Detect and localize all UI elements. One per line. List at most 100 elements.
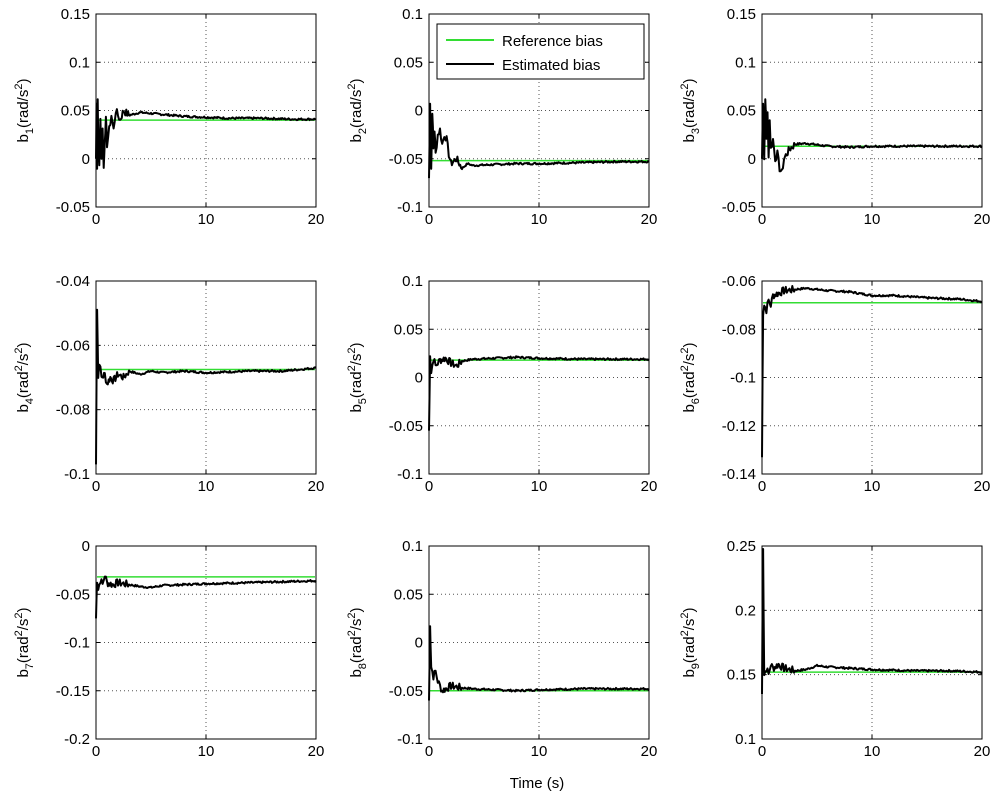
subplot-b7: 0 10 20 -0.2 -0.15 -0.1 -0.05 0 b7(rad2/s2): [13, 538, 324, 760]
y-tick-label: -0.1: [730, 370, 756, 387]
y-tick-label: 0.05: [61, 103, 90, 120]
x-tick-label: 20: [974, 211, 991, 228]
y-tick-label: -0.1: [397, 199, 423, 216]
x-tick-label: 20: [641, 211, 658, 228]
y-tick-label: 0: [415, 635, 423, 652]
y-axis-label: b4(rad2/s2): [13, 342, 36, 412]
x-axis-label: Time (s): [510, 775, 564, 792]
y-tick-label: 0.1: [402, 538, 423, 555]
y-tick-label: -0.05: [56, 199, 90, 216]
x-tick-label: 10: [864, 743, 881, 760]
y-axis-label: b8(rad2/s2): [346, 607, 369, 677]
y-axis-label: b2(rad/s2): [346, 79, 369, 143]
y-tick-label: 0.1: [402, 6, 423, 23]
y-tick-label: -0.05: [56, 586, 90, 603]
y-tick-label: 0.25: [727, 538, 756, 555]
y-tick-label: 0.05: [394, 321, 423, 338]
x-tick-label: 20: [641, 743, 658, 760]
y-tick-label: -0.12: [722, 418, 756, 435]
y-axis-label: b9(rad2/s2): [679, 607, 702, 677]
estimate-line: [95, 98, 317, 170]
legend-reference-label: Reference bias: [502, 33, 603, 50]
subplot-b6: 0 10 20 -0.14 -0.12 -0.1 -0.08 -0.06 b6(rad2/s2): [679, 273, 990, 495]
y-tick-label: -0.1: [64, 466, 90, 483]
x-tick-label: 0: [92, 743, 100, 760]
y-axis-label: b3(rad/s2): [679, 79, 702, 143]
estimate-line: [761, 285, 983, 458]
x-tick-label: 20: [974, 478, 991, 495]
y-tick-label: 0: [82, 151, 90, 168]
estimate-line: [95, 575, 317, 619]
x-tick-label: 20: [308, 211, 325, 228]
x-tick-label: 20: [641, 478, 658, 495]
y-axis-label: b7(rad2/s2): [13, 607, 36, 677]
y-tick-label: -0.06: [722, 273, 756, 290]
x-tick-label: 0: [758, 478, 766, 495]
legend-estimate-label: Estimated bias: [502, 57, 600, 74]
y-tick-label: -0.08: [56, 402, 90, 419]
y-tick-label: -0.2: [64, 731, 90, 748]
legend-box: [436, 23, 645, 80]
y-tick-label: -0.05: [389, 683, 423, 700]
y-tick-label: 0.05: [394, 54, 423, 71]
y-tick-label: 0: [82, 538, 90, 555]
y-tick-label: -0.1: [397, 731, 423, 748]
y-tick-label: -0.1: [64, 635, 90, 652]
y-tick-label: 0.1: [735, 731, 756, 748]
x-tick-label: 20: [308, 743, 325, 760]
estimate-line: [761, 548, 983, 695]
estimate-line: [428, 102, 650, 179]
y-tick-label: 0: [748, 151, 756, 168]
y-tick-label: 0.05: [394, 586, 423, 603]
y-tick-label: -0.05: [389, 151, 423, 168]
x-tick-label: 0: [92, 211, 100, 228]
x-tick-label: 10: [864, 211, 881, 228]
x-tick-label: 20: [974, 743, 991, 760]
y-axis-label: b1(rad/s2): [13, 79, 36, 143]
estimate-line: [428, 625, 650, 701]
y-tick-label: -0.05: [722, 199, 756, 216]
legend: Reference bias Estimated bias: [436, 23, 645, 80]
estimate-line: [95, 308, 317, 465]
x-tick-label: 0: [425, 478, 433, 495]
y-axis-label: b6(rad2/s2): [679, 342, 702, 412]
y-tick-label: 0.05: [727, 103, 756, 120]
y-tick-label: -0.05: [389, 418, 423, 435]
y-tick-label: 0.15: [61, 6, 90, 23]
y-tick-label: -0.1: [397, 466, 423, 483]
x-tick-label: 10: [531, 478, 548, 495]
x-tick-label: 10: [198, 478, 215, 495]
subplot-b8: 0 10 20 -0.1 -0.05 0 0.05 0.1 b8(rad2/s2): [346, 538, 657, 760]
x-tick-label: 10: [531, 211, 548, 228]
y-tick-label: 0.15: [727, 6, 756, 23]
subplot-b9: 0 10 20 0.1 0.15 0.2 0.25 b9(rad2/s2): [679, 538, 990, 760]
y-tick-label: -0.06: [56, 337, 90, 354]
y-tick-label: 0.1: [69, 54, 90, 71]
x-tick-label: 10: [198, 743, 215, 760]
x-tick-label: 0: [758, 743, 766, 760]
x-tick-label: 10: [864, 478, 881, 495]
y-tick-label: 0: [415, 103, 423, 120]
subplot-b4: 0 10 20 -0.1 -0.08 -0.06 -0.04 b4(rad2/s2): [13, 273, 324, 495]
y-tick-label: -0.15: [56, 683, 90, 700]
estimate-line: [428, 355, 650, 431]
y-tick-label: 0.15: [727, 667, 756, 684]
x-tick-label: 20: [308, 478, 325, 495]
x-tick-label: 0: [92, 478, 100, 495]
y-tick-label: -0.14: [722, 466, 756, 483]
y-axis-label: b5(rad2/s2): [346, 342, 369, 412]
x-tick-label: 10: [198, 211, 215, 228]
y-tick-label: 0.1: [735, 54, 756, 71]
x-tick-label: 0: [425, 743, 433, 760]
x-tick-label: 10: [531, 743, 548, 760]
y-tick-label: 0.2: [735, 602, 756, 619]
x-tick-label: 0: [425, 211, 433, 228]
y-tick-label: 0.1: [402, 273, 423, 290]
x-tick-label: 0: [758, 211, 766, 228]
subplot-b5: 0 10 20 -0.1 -0.05 0 0.05 0.1 b5(rad2/s2): [346, 273, 657, 495]
y-tick-label: 0: [415, 370, 423, 387]
